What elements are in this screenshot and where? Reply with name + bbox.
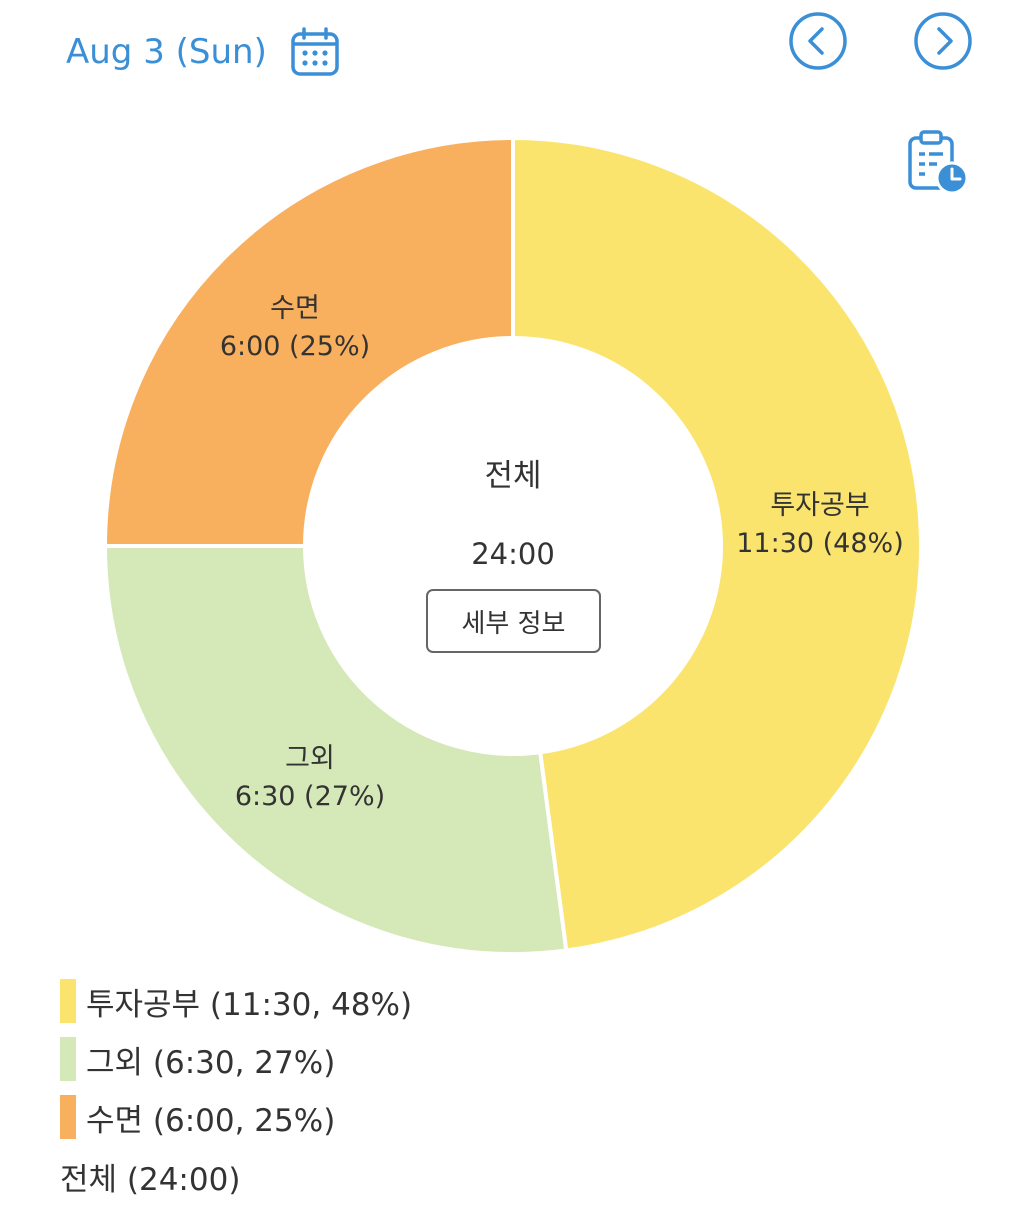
legend-swatch — [60, 1095, 76, 1139]
legend-label: 투자공부 (11:30, 48%) — [86, 986, 413, 1023]
clipboard-clock-icon[interactable] — [904, 128, 970, 196]
donut-slice-수면[interactable] — [102, 135, 515, 548]
center-total: 24:00 — [471, 537, 555, 571]
slice-label-value: 6:30 (27%) — [234, 781, 386, 812]
legend-swatch — [60, 979, 76, 1023]
legend-label: 수면 (6:00, 25%) — [86, 1102, 336, 1139]
slice-label-name: 투자공부 — [770, 490, 870, 521]
legend-total: 전체 (24:00) — [60, 1162, 241, 1198]
donut-slice-투자공부[interactable] — [511, 135, 924, 953]
slice-label-value: 6:00 (25%) — [219, 331, 371, 362]
legend-swatch — [60, 1037, 76, 1081]
date-title[interactable]: Aug 3 (Sun) — [66, 32, 267, 72]
slice-label-투자공부: 투자공부 11:30 (48%) — [690, 487, 950, 563]
legend-item: 그외 (6:30, 27%) — [60, 1030, 760, 1088]
legend-item: 수면 (6:00, 25%) — [60, 1088, 760, 1146]
chart-legend: 투자공부 (11:30, 48%) 그외 (6:30, 27%) 수면 (6:0… — [60, 972, 760, 1146]
legend-item: 투자공부 (11:30, 48%) — [60, 972, 760, 1030]
slice-label-그외: 그외 6:30 (27%) — [180, 740, 440, 816]
slice-label-수면: 수면 6:00 (25%) — [165, 290, 425, 366]
chevron-left-circle-icon[interactable] — [787, 10, 849, 72]
center-title: 전체 — [484, 458, 542, 494]
detail-info-button[interactable]: 세부 정보 — [426, 589, 601, 653]
calendar-icon[interactable] — [290, 27, 340, 77]
slice-label-name: 그외 — [285, 743, 335, 774]
donut-slice-그외[interactable] — [102, 544, 569, 956]
slice-label-name: 수면 — [270, 293, 320, 324]
slice-label-value: 11:30 (48%) — [736, 528, 904, 559]
legend-label: 그외 (6:30, 27%) — [86, 1044, 336, 1081]
chevron-right-circle-icon[interactable] — [912, 10, 974, 72]
